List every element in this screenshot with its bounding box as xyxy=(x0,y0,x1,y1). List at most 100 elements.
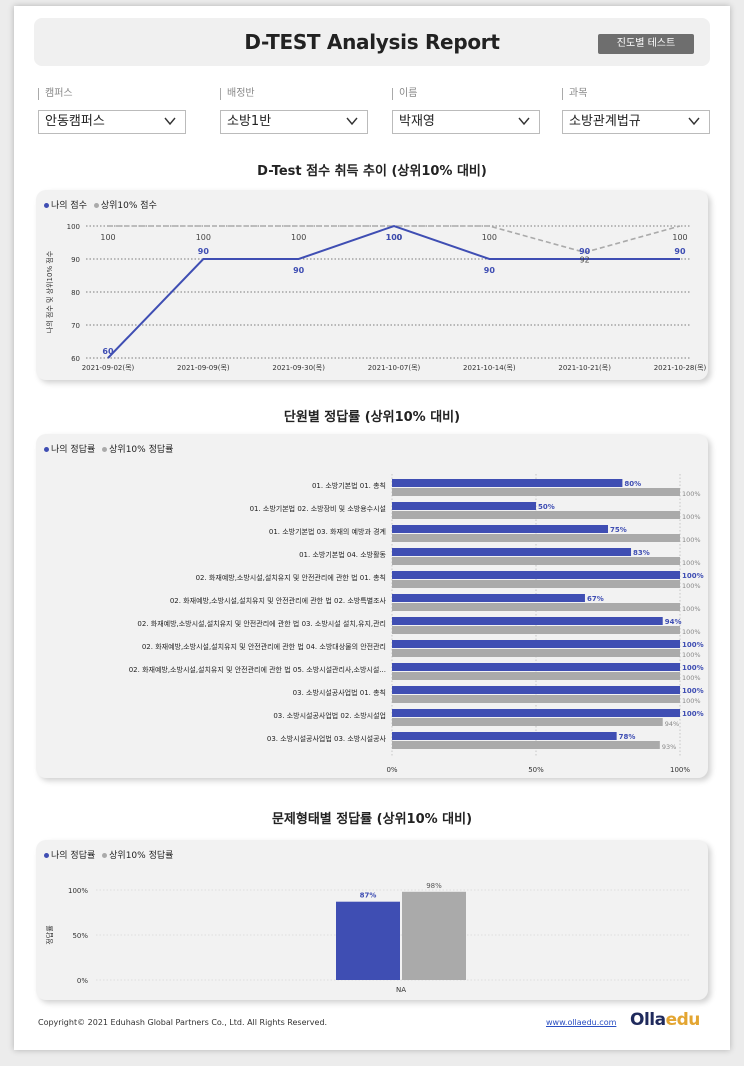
data-label-mine: 87% xyxy=(360,892,377,900)
legend-label-top10: 상위10% 정답률 xyxy=(109,851,174,861)
filter-label: 배정반 xyxy=(220,88,368,100)
series-line-mine xyxy=(107,224,680,359)
data-label-top10: 100 xyxy=(196,233,211,242)
unit-section-title: 단원별 정답률 (상위10% 대비) xyxy=(283,410,461,425)
data-label-mine: 100% xyxy=(682,641,704,649)
score-trend-chart: 100 90 80 70 60 나의 점수 및 상위10% 점수 2021-09-02(목)… xyxy=(45,223,707,372)
x-tick-label: 50% xyxy=(528,766,544,774)
campus-select[interactable]: 안동캠퍼스 xyxy=(38,110,186,134)
unit-chart-card: 나의 정답률 상위10% 정답률 0% 50% 100% 01. 소방기본법 01. … xyxy=(36,434,708,778)
data-label-top10: 98% xyxy=(426,882,442,890)
category-label: 01. 소방기본법 01. 총칙 xyxy=(312,481,386,490)
bar-top10 xyxy=(392,603,680,611)
data-label-top10: 100% xyxy=(682,674,701,682)
category-label: 01. 소방기본법 04. 소방활동 xyxy=(299,550,386,559)
subject-select[interactable]: 소방관계법규 xyxy=(562,110,710,134)
y-axis-label: 정답률 xyxy=(45,925,54,945)
data-label-mine: 83% xyxy=(633,549,650,557)
data-label-top10: 100 xyxy=(482,233,497,242)
legend-dot-mine xyxy=(44,853,49,858)
y-tick-label: 90 xyxy=(71,256,80,264)
x-tick-label: 2021-09-02(목) xyxy=(82,364,135,372)
data-label-top10: 100% xyxy=(682,513,701,521)
website-link[interactable]: www.ollaedu.com xyxy=(546,1018,617,1027)
x-tick-label: 2021-10-21(목) xyxy=(558,364,611,372)
data-label-mine: 80% xyxy=(624,480,641,488)
bar-mine xyxy=(392,640,680,648)
unit-accuracy-chart: 0% 50% 100% 01. 소방기본법 01. 총칙 80% 100% 01. 소방기본… xyxy=(129,474,704,774)
data-label-top10: 94% xyxy=(665,720,679,728)
data-label-top10: 100 xyxy=(386,233,401,242)
trend-chart-card: 나의 점수 상위10% 점수 100 90 80 70 60 나의 점수 및 상위10% … xyxy=(36,190,708,380)
ollaedu-logo: Ollaedu xyxy=(630,1010,700,1030)
y-tick-label: 70 xyxy=(71,322,80,330)
data-label-mine: 75% xyxy=(610,526,627,534)
x-tick-label: 100% xyxy=(670,766,690,774)
select-value: 소방관계법규 xyxy=(569,114,641,129)
data-label-top10: 100 xyxy=(100,233,115,242)
select-value: 안동캠퍼스 xyxy=(45,114,105,129)
y-tick-label: 50% xyxy=(72,932,88,940)
progress-test-button[interactable]: 진도별 테스트 xyxy=(598,34,694,54)
series-line-top10 xyxy=(108,225,681,254)
data-label-mine: 90 xyxy=(484,266,496,275)
y-tick-label: 60 xyxy=(71,355,80,363)
x-tick-label: 2021-09-09(목) xyxy=(177,364,230,372)
category-label: 02. 화재예방,소방시설,설치유지 및 안전관리에 관한 법 04. 소방대상… xyxy=(142,642,386,651)
filter-label: 과목 xyxy=(562,88,710,100)
data-label-mine: 100% xyxy=(682,687,704,695)
report-header: D-TEST Analysis Report 진도별 테스트 xyxy=(34,18,710,66)
bar-top10 xyxy=(402,891,466,980)
y-tick-label: 80 xyxy=(71,289,80,297)
class-select[interactable]: 소방1반 xyxy=(220,110,368,134)
y-tick-label: 100 xyxy=(67,223,80,231)
legend-dot-top10 xyxy=(102,447,108,452)
bar-mine xyxy=(392,571,680,579)
data-label-top10: 100% xyxy=(682,628,701,636)
bar-mine xyxy=(392,479,623,487)
category-label: 03. 소방시설공사업법 01. 총칙 xyxy=(293,688,386,697)
data-label-mine: 100 xyxy=(386,233,403,242)
logo-main: Olla xyxy=(630,1010,666,1030)
data-label-top10: 92 xyxy=(580,255,590,264)
bar-mine xyxy=(392,686,680,694)
data-label-top10: 100% xyxy=(682,490,701,498)
category-label: 03. 소방시설공사업법 02. 소방시설업 xyxy=(273,711,386,720)
name-filter: 이름 박재영 xyxy=(392,88,540,134)
select-value: 소방1반 xyxy=(227,114,272,129)
bar-top10 xyxy=(392,649,680,657)
logo-accent: edu xyxy=(665,1010,701,1030)
data-label-top10: 100% xyxy=(682,651,701,659)
x-tick-label: 2021-09-30(목) xyxy=(272,364,325,372)
x-tick-label: 2021-10-14(목) xyxy=(463,364,516,372)
chart-legend: 나의 정답률 상위10% 정답률 xyxy=(44,848,173,861)
x-tick-label: 0% xyxy=(386,766,397,774)
legend-label-mine: 나의 정답률 xyxy=(51,445,96,455)
x-tick-label: 2021-10-28(목) xyxy=(654,364,707,372)
legend-label-top10: 상위10% 정답률 xyxy=(109,445,174,455)
legend-label-mine: 나의 점수 xyxy=(51,201,87,211)
category-label: 01. 소방기본법 02. 소방장비 및 소방용수시설 xyxy=(250,504,386,513)
page-title: D-TEST Analysis Report xyxy=(244,30,500,54)
y-tick-label: 0% xyxy=(77,977,88,985)
x-tick-label: 2021-10-07(목) xyxy=(368,364,421,372)
bar-top10 xyxy=(392,557,680,565)
data-label-mine: 90 xyxy=(198,247,210,256)
y-axis-label: 나의 점수 및 상위10% 점수 xyxy=(45,250,54,333)
bar-top10 xyxy=(392,695,680,703)
bar-mine xyxy=(392,502,536,510)
data-label-mine: 100% xyxy=(682,710,704,718)
chevron-down-icon xyxy=(164,117,176,126)
bar-top10 xyxy=(392,488,680,496)
y-tick-label: 100% xyxy=(68,887,88,895)
data-label-top10: 93% xyxy=(662,743,676,751)
copyright-text: Copyright© 2021 Eduhash Global Partners … xyxy=(38,1018,328,1027)
category-label: 03. 소방시설공사업법 03. 소방시설공사 xyxy=(267,734,387,743)
chevron-down-icon xyxy=(346,117,358,126)
data-label-mine: 50% xyxy=(538,503,555,511)
bar-top10 xyxy=(392,718,663,726)
name-select[interactable]: 박재영 xyxy=(392,110,540,134)
category-label: 01. 소방기본법 03. 화재의 예방과 경계 xyxy=(269,527,386,536)
bar-mine xyxy=(336,901,400,980)
category-label: 02. 화재예방,소방시설,설치유지 및 안전관리에 관한 법 01. 총칙 xyxy=(196,573,386,582)
